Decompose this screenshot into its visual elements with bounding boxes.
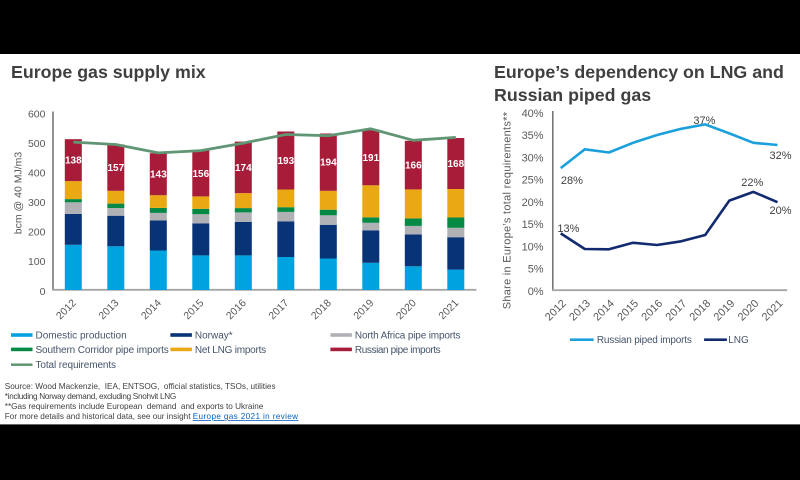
- svg-text:138: 138: [65, 156, 82, 167]
- svg-text:LNG: LNG: [728, 335, 749, 346]
- svg-text:37%: 37%: [693, 115, 715, 127]
- svg-text:Europe’s dependency on LNG and: Europe’s dependency on LNG and: [494, 62, 784, 82]
- svg-text:Russian piped gas: Russian piped gas: [494, 85, 651, 105]
- svg-text:Source: Wood Mackenzie, IEA,: Source: Wood Mackenzie, IEA, ENTSOG, off…: [5, 382, 276, 391]
- svg-text:13%: 13%: [557, 223, 579, 235]
- svg-text:*including Norway demand, excl: *including Norway demand, excluding Snoh…: [5, 392, 176, 401]
- svg-text:5%: 5%: [528, 264, 544, 276]
- svg-text:156: 156: [192, 169, 209, 180]
- svg-text:Europe gas supply mix: Europe gas supply mix: [11, 62, 206, 82]
- svg-text:**Gas requirements include Eur: **Gas requirements include European dema…: [5, 402, 264, 411]
- svg-text:25%: 25%: [522, 175, 544, 187]
- svg-text:200: 200: [28, 227, 46, 239]
- svg-text:For more details and historica: For more details and historical data, se…: [5, 412, 299, 421]
- svg-text:166: 166: [405, 161, 422, 172]
- svg-text:0%: 0%: [528, 286, 544, 298]
- svg-text:400: 400: [28, 168, 46, 180]
- svg-text:Russian pipe imports: Russian pipe imports: [355, 345, 441, 356]
- svg-text:191: 191: [362, 153, 379, 164]
- svg-text:Southern Corridor pipe imports: Southern Corridor pipe imports: [36, 345, 169, 356]
- svg-text:28%: 28%: [561, 175, 583, 187]
- svg-text:500: 500: [28, 138, 46, 150]
- svg-text:Norway*: Norway*: [195, 330, 233, 341]
- svg-text:600: 600: [28, 109, 46, 121]
- svg-text:North Africa pipe imports: North Africa pipe imports: [355, 330, 461, 341]
- svg-text:40%: 40%: [522, 108, 544, 120]
- svg-text:20%: 20%: [769, 205, 791, 217]
- svg-text:32%: 32%: [769, 150, 791, 162]
- svg-text:194: 194: [320, 158, 337, 169]
- svg-text:Net LNG imports: Net LNG imports: [195, 345, 266, 356]
- svg-text:193: 193: [277, 156, 294, 167]
- svg-text:15%: 15%: [522, 219, 544, 231]
- svg-text:174: 174: [235, 163, 252, 174]
- svg-text:168: 168: [447, 159, 464, 170]
- svg-text:0: 0: [40, 286, 46, 298]
- svg-text:300: 300: [28, 197, 46, 209]
- svg-text:Russian piped imports: Russian piped imports: [597, 335, 692, 346]
- svg-text:Total requirements: Total requirements: [36, 360, 117, 371]
- svg-text:20%: 20%: [522, 197, 544, 209]
- svg-text:22%: 22%: [741, 177, 763, 189]
- svg-text:10%: 10%: [522, 242, 544, 254]
- svg-text:157: 157: [107, 163, 124, 174]
- svg-text:bcm @ 40 MJ/m3: bcm @ 40 MJ/m3: [12, 152, 24, 235]
- svg-text:Domestic production: Domestic production: [36, 330, 127, 341]
- svg-text:30%: 30%: [522, 152, 544, 164]
- svg-text:100: 100: [28, 256, 46, 268]
- svg-text:Share in Europe’s total requir: Share in Europe’s total requirements**: [502, 111, 514, 309]
- svg-text:35%: 35%: [522, 130, 544, 142]
- svg-text:143: 143: [150, 170, 167, 181]
